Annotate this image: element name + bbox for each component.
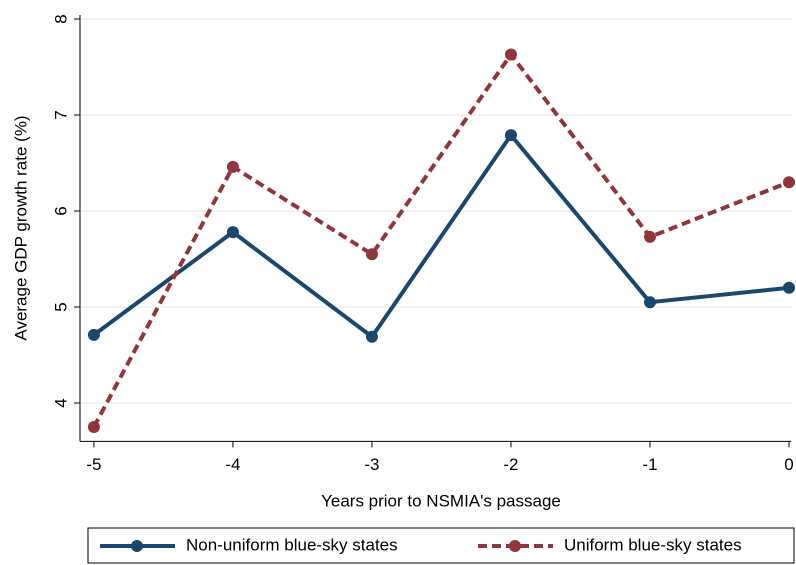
y-tick-label: 5 — [51, 302, 70, 311]
x-tick-label: -3 — [364, 455, 379, 474]
legend-label: Uniform blue-sky states — [564, 535, 742, 554]
legend-label: Non-uniform blue-sky states — [186, 535, 398, 554]
data-point — [783, 176, 795, 189]
data-point — [643, 296, 656, 309]
data-point — [87, 328, 100, 341]
series-line — [92, 131, 790, 340]
data-point — [783, 281, 795, 294]
y-tick-label: 6 — [51, 206, 70, 215]
y-axis-label: Average GDP growth rate (%) — [11, 115, 30, 340]
x-tick-label: -5 — [86, 455, 101, 474]
data-point — [226, 226, 239, 239]
series-line — [92, 51, 790, 428]
data-point — [504, 129, 517, 142]
legend-box — [87, 527, 795, 564]
y-tick-label: 8 — [51, 14, 70, 23]
legend: Non-uniform blue-sky states Uniform blue-… — [87, 527, 795, 564]
x-tick-label: -1 — [642, 455, 657, 474]
legend-marker — [509, 540, 521, 552]
x-axis-label: Years prior to NSMIA's passage — [321, 491, 561, 510]
x-tick-label: -2 — [503, 455, 518, 474]
x-tick-label: -4 — [225, 455, 240, 474]
data-point — [226, 160, 239, 173]
x-tick-label: 0 — [784, 455, 793, 474]
y-tick-label: 7 — [51, 110, 70, 119]
legend-marker — [131, 540, 143, 552]
data-point — [504, 48, 517, 61]
data-point — [87, 421, 100, 433]
data-point — [365, 330, 378, 343]
y-tick-label: 4 — [51, 398, 70, 407]
data-point — [643, 230, 656, 243]
data-point — [365, 248, 378, 261]
